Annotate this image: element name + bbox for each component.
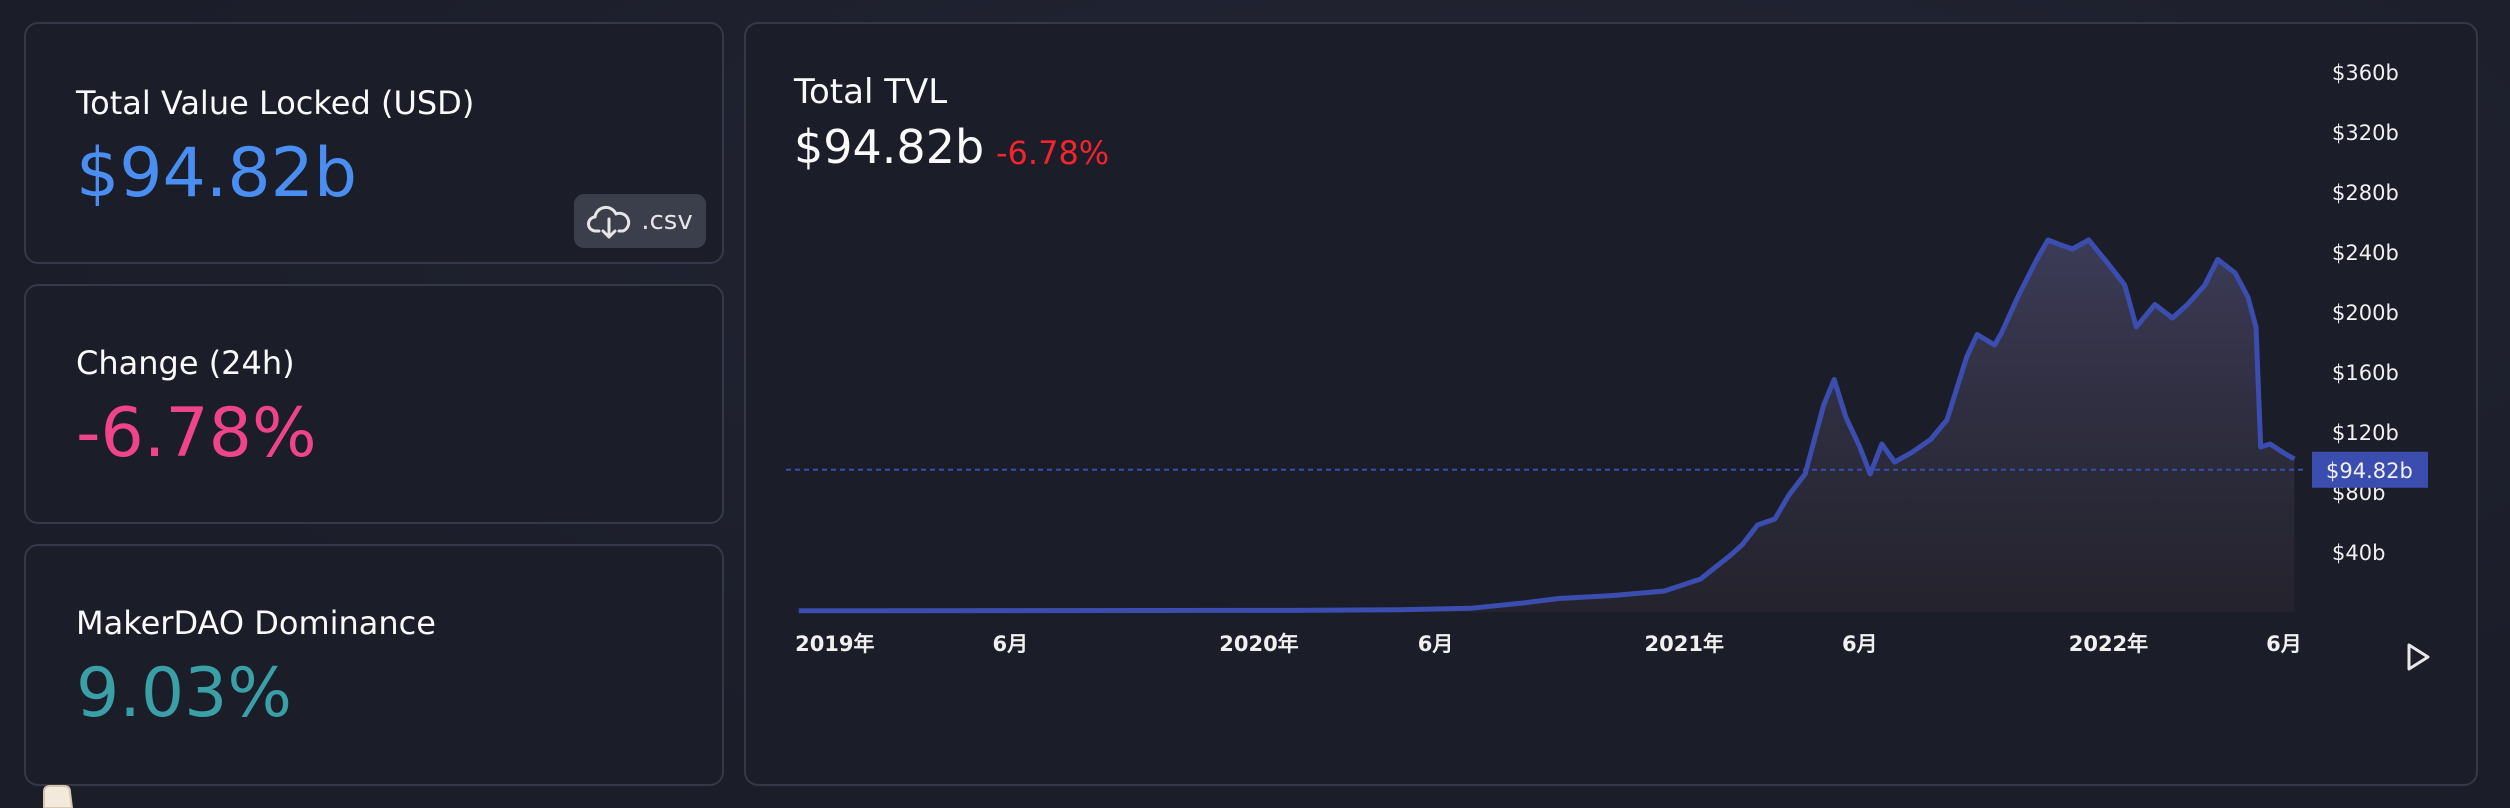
- change-card: Change (24h) -6.78%: [24, 284, 724, 524]
- cursor-hand-icon: [43, 785, 74, 808]
- x-tick-label: 2021年: [1645, 632, 1724, 656]
- csv-download-button[interactable]: .csv: [574, 194, 706, 248]
- tvl-label: Total Value Locked (USD): [76, 84, 475, 122]
- y-tick-label: $280b: [2332, 181, 2399, 205]
- x-tick-label: 6月: [2266, 632, 2302, 656]
- y-tick-label: $200b: [2332, 301, 2399, 325]
- x-tick-label: 6月: [1842, 632, 1878, 656]
- cloud-download-icon: [587, 205, 631, 239]
- y-tick-label: $360b: [2332, 61, 2399, 85]
- y-tick-label: $160b: [2332, 361, 2399, 385]
- y-tick-label: $40b: [2332, 541, 2385, 565]
- current-value-label: $94.82b: [2326, 459, 2413, 483]
- y-tick-label: $320b: [2332, 121, 2399, 145]
- play-icon: [2407, 643, 2430, 671]
- y-tick-label: $120b: [2332, 421, 2399, 445]
- csv-label: .csv: [641, 206, 693, 236]
- current-value-badge: [2312, 451, 2428, 488]
- tvl-chart-card: Total TVL $94.82b -6.78% $40b $80b $120b $1…: [744, 22, 2478, 786]
- tvl-card: Total Value Locked (USD) $94.82b .csv: [24, 22, 724, 264]
- x-tick-label: 6月: [992, 632, 1028, 656]
- play-button[interactable]: [2404, 642, 2432, 676]
- tvl-series-line: [798, 237, 2296, 614]
- x-tick-label: 2019年: [795, 632, 874, 656]
- x-tick-label: 2022年: [2069, 632, 2148, 656]
- tvl-area: [798, 240, 2295, 612]
- chart-title: Total TVL: [794, 72, 948, 112]
- dominance-card: MakerDAO Dominance 9.03%: [24, 544, 724, 786]
- x-tick-label: 2020年: [1219, 632, 1298, 656]
- chart-value: $94.82b: [794, 120, 985, 174]
- dominance-value: 9.03%: [76, 654, 293, 733]
- dominance-label: MakerDAO Dominance: [76, 604, 436, 642]
- chart-change: -6.78%: [996, 134, 1110, 172]
- tvl-chart[interactable]: $40b$80b$120b$160b$200b$240b$280b$320b$3…: [746, 24, 2476, 784]
- tvl-value: $94.82b: [76, 134, 358, 213]
- y-tick-label: $240b: [2332, 241, 2399, 265]
- x-tick-label: 6月: [1418, 632, 1454, 656]
- change-label: Change (24h): [76, 344, 295, 382]
- change-value: -6.78%: [76, 394, 317, 473]
